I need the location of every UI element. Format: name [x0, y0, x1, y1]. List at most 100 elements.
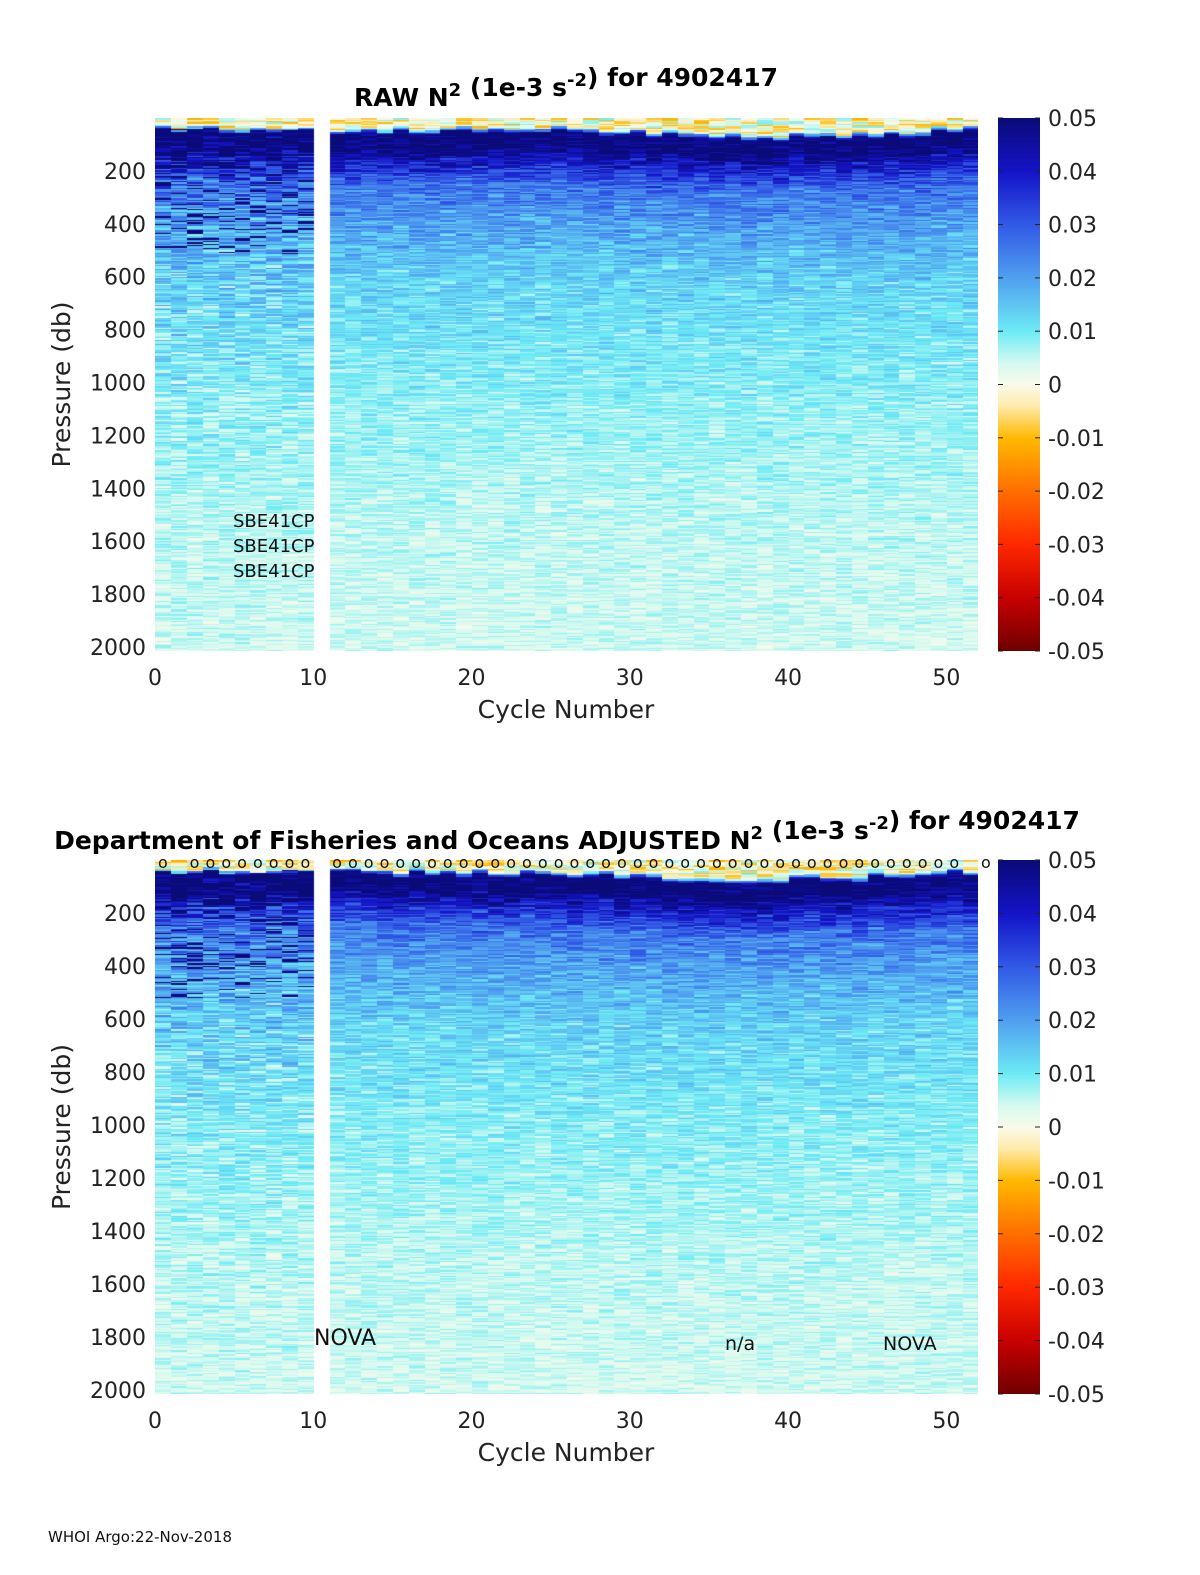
qc-marker: o	[712, 853, 722, 872]
colorbar-tick-label: -0.03	[1048, 1276, 1105, 1301]
qc-marker: o	[490, 853, 500, 872]
qc-marker: o	[538, 853, 548, 872]
qc-marker: o	[918, 853, 928, 872]
x-tick-label: 30	[616, 1409, 644, 1434]
qc-marker: o	[237, 853, 247, 872]
chart-title: RAW N2 (1e-3 s-2) for 4902417	[354, 63, 778, 112]
qc-marker: o	[902, 853, 912, 872]
x-tick-label: 50	[932, 666, 960, 691]
colorbar-tick-label: -0.03	[1048, 533, 1105, 558]
sensor-annotation: SBE41CP	[233, 561, 315, 582]
qc-marker: o	[411, 853, 421, 872]
colorbar-tick-label: 0.03	[1048, 214, 1097, 239]
y-tick-label: 2000	[90, 1379, 146, 1404]
colorbar-tick-label: -0.02	[1048, 1223, 1105, 1248]
qc-marker: o	[934, 853, 944, 872]
x-tick-label: 10	[299, 666, 327, 691]
qc-marker: o	[759, 853, 769, 872]
qc-marker: o	[300, 853, 310, 872]
y-tick-label: 800	[104, 319, 146, 344]
x-tick-label: 10	[299, 1409, 327, 1434]
y-tick-label: 200	[104, 902, 146, 927]
colorbar-tick-label: 0.03	[1048, 956, 1097, 981]
qc-marker: o	[475, 853, 485, 872]
sensor-annotation: n/a	[725, 1333, 755, 1355]
x-tick-label: 30	[616, 666, 644, 691]
qc-marker: o	[696, 853, 706, 872]
qc-marker: o	[680, 853, 690, 872]
qc-marker: o	[807, 853, 817, 872]
heatmap-adjusted	[155, 860, 978, 1394]
qc-marker: o	[633, 853, 643, 872]
qc-marker: o	[601, 853, 611, 872]
y-tick-label: 1600	[90, 1273, 146, 1298]
colorbar-tick-label: -0.04	[1048, 1330, 1105, 1355]
qc-marker: o	[380, 853, 390, 872]
qc-marker: o	[854, 853, 864, 872]
footer-text: WHOI Argo:22-Nov-2018	[48, 1528, 232, 1546]
x-tick-label: 40	[774, 1409, 802, 1434]
colorbar-tick-label: -0.01	[1048, 427, 1105, 452]
qc-marker: o	[364, 853, 374, 872]
qc-marker: o	[949, 853, 959, 872]
qc-marker: o	[791, 853, 801, 872]
y-tick-label: 1800	[90, 1326, 146, 1351]
qc-marker: o	[570, 853, 580, 872]
qc-marker: o	[585, 853, 595, 872]
qc-marker: o	[870, 853, 880, 872]
sensor-annotation: SBE41CP	[233, 511, 315, 532]
qc-marker: o	[981, 853, 991, 872]
x-tick-label: 0	[148, 666, 162, 691]
y-tick-label: 800	[104, 1061, 146, 1086]
chart-title: Department of Fisheries and Oceans ADJUS…	[54, 806, 1080, 855]
x-tick-label: 0	[148, 1409, 162, 1434]
y-tick-label: 1000	[90, 1114, 146, 1139]
colorbar-tick-label: -0.01	[1048, 1169, 1105, 1194]
qc-marker: o	[443, 853, 453, 872]
qc-marker: o	[728, 853, 738, 872]
sensor-annotation: NOVA	[314, 1326, 376, 1351]
x-tick-label: 50	[932, 1409, 960, 1434]
colorbar-tick-label: 0.01	[1048, 320, 1097, 345]
qc-marker: o	[886, 853, 896, 872]
qc-marker: o	[395, 853, 405, 872]
y-tick-label: 1200	[90, 1167, 146, 1192]
y-tick-label: 2000	[90, 636, 146, 661]
heatmap-raw	[155, 118, 978, 651]
colorbar-tick-label: 0.02	[1048, 267, 1097, 292]
qc-marker: o	[285, 853, 295, 872]
colorbar-tick-label: -0.04	[1048, 587, 1105, 612]
colorbar-tick-label: 0	[1048, 374, 1062, 399]
colorbar-tick-label: -0.05	[1048, 1383, 1105, 1408]
qc-marker: o	[253, 853, 263, 872]
y-tick-label: 600	[104, 1008, 146, 1033]
x-tick-label: 20	[458, 666, 486, 691]
colorbar-tick-label: 0.05	[1048, 849, 1097, 874]
qc-marker: o	[221, 853, 231, 872]
qc-marker: o	[522, 853, 532, 872]
qc-marker: o	[158, 853, 168, 872]
qc-marker: o	[744, 853, 754, 872]
qc-marker: o	[348, 853, 358, 872]
colorbar-tick-label: 0.01	[1048, 1063, 1097, 1088]
y-tick-label: 1000	[90, 372, 146, 397]
y-tick-label: 200	[104, 160, 146, 185]
x-tick-label: 20	[458, 1409, 486, 1434]
y-tick-label: 1400	[90, 1220, 146, 1245]
colorbar-tick-label: 0	[1048, 1116, 1062, 1141]
y-axis-label: Pressure (db)	[47, 1044, 76, 1210]
colorbar-tick-label: 0.02	[1048, 1009, 1097, 1034]
colorbar-tick-label: -0.02	[1048, 480, 1105, 505]
qc-marker: o	[427, 853, 437, 872]
colorbar-adjusted	[998, 860, 1040, 1394]
colorbar-tick-label: 0.04	[1048, 902, 1097, 927]
x-tick-label: 40	[774, 666, 802, 691]
x-axis-label: Cycle Number	[478, 1438, 655, 1467]
colorbar-tick-label: -0.05	[1048, 640, 1105, 665]
colorbar-tick-label: 0.04	[1048, 160, 1097, 185]
x-axis-label: Cycle Number	[478, 695, 655, 724]
qc-marker: o	[839, 853, 849, 872]
qc-marker: o	[190, 853, 200, 872]
qc-marker: o	[332, 853, 342, 872]
